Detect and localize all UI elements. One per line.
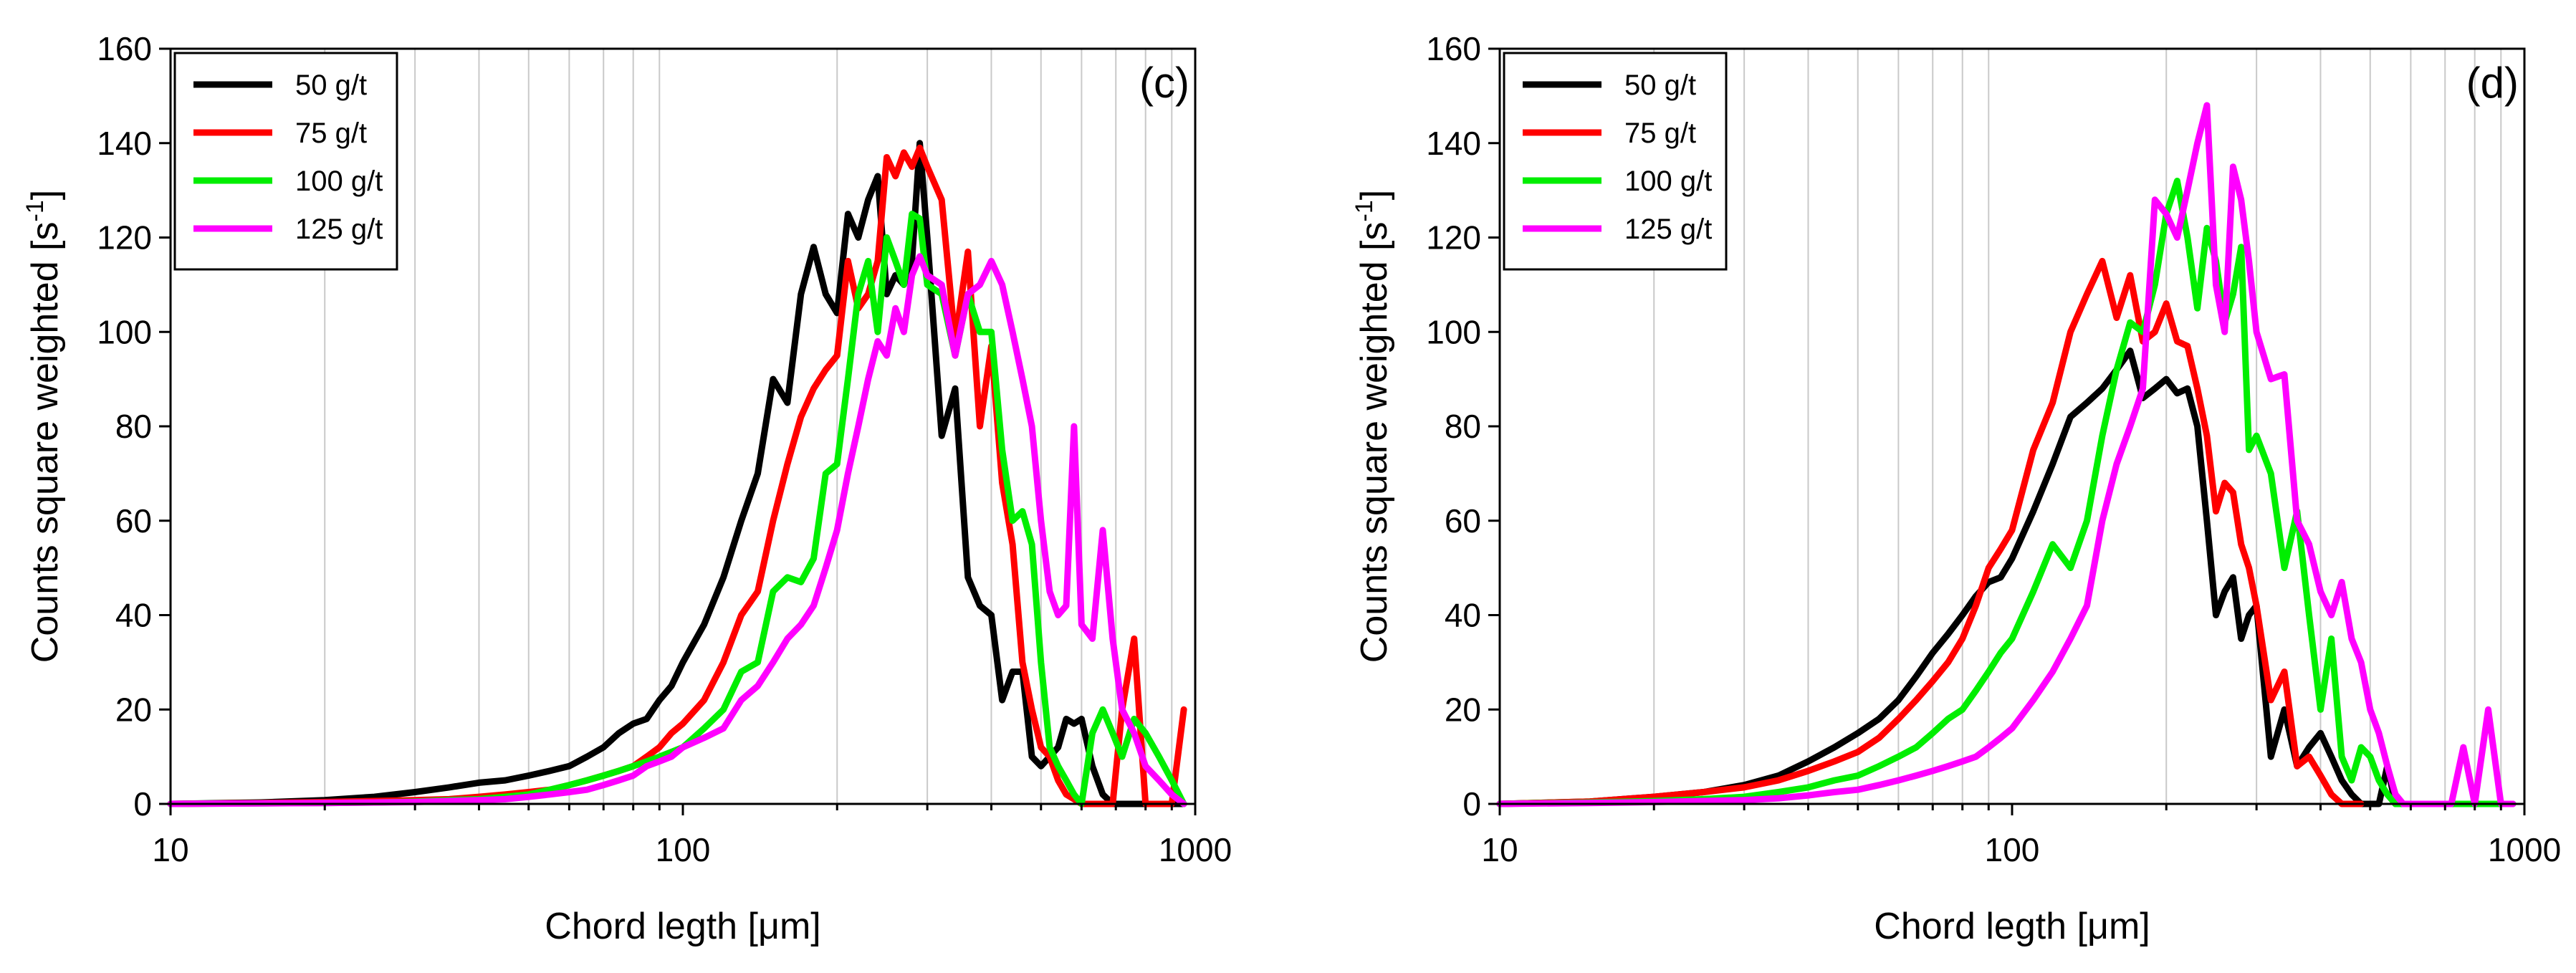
chart-d-legend-label: 100 g/t: [1624, 166, 1712, 197]
chart-c-y-tick-label: 80: [115, 408, 152, 445]
chart-c-series-125-g-t: [167, 253, 1187, 807]
chart-c-svg: 0 20 40 60 80 100 120 140 160 10 100 1000 Chord legt…: [21, 30, 1232, 947]
chart-d-series-50-g-t: [1496, 348, 2407, 807]
chart-d-panel-label: (d): [2466, 59, 2519, 107]
chart-c-legend: [173, 52, 398, 271]
chart-c-y-tick-label: 100: [97, 313, 152, 350]
chart-d-y-tick-label: 100: [1426, 313, 1481, 350]
chart-panel-d: 0 20 40 60 80 100 120 140 160 10 100 1000 Chord legt…: [1288, 0, 2576, 973]
chart-d-x-tick-label: 100: [1985, 831, 2040, 868]
chart-d-legend-label: 125 g/t: [1624, 214, 1712, 245]
chart-d-legend-label: 75 g/t: [1624, 118, 1696, 149]
chart-d-y-tick-label: 60: [1445, 502, 1481, 540]
chart-c-x-tick-label: 10: [152, 831, 188, 868]
chart-c-y-tick-label: 0: [133, 785, 152, 823]
chart-d-y-tick-label: 140: [1426, 125, 1481, 162]
chart-c-y-tick-label: 40: [115, 597, 152, 634]
chart-d-y-tick-label: 80: [1445, 408, 1481, 445]
chart-c-legend-label: 50 g/t: [295, 70, 367, 101]
chart-c-y-tick-label: 60: [115, 502, 152, 540]
chart-d-y-tick-label: 0: [1462, 785, 1481, 823]
chart-c-x-axis-title: Chord legth [μm]: [545, 906, 820, 947]
chart-c-y-axis-title: Counts square weighted [s-1]: [21, 190, 66, 663]
chart-d-x-axis-title: Chord legth [μm]: [1874, 906, 2150, 947]
chart-c-y-tick-label: 120: [97, 219, 152, 257]
chart-d-y-tick-label: 160: [1426, 30, 1481, 67]
chart-d-series-75-g-t: [1496, 257, 2365, 807]
chart-c-legend-label: 75 g/t: [295, 118, 367, 149]
chart-c-legend-label: 125 g/t: [295, 214, 383, 245]
chart-d-y-axis-title: Counts square weighted [s-1]: [1351, 190, 1395, 663]
chart-d-y-tick-label: 120: [1426, 219, 1481, 257]
chart-d-series-100-g-t: [1496, 178, 2517, 807]
chart-d-legend: [1503, 52, 1728, 271]
chart-c-panel-label: (c): [1139, 59, 1189, 107]
chart-d-y-tick-label: 40: [1445, 597, 1481, 634]
chart-c-y-tick-label: 20: [115, 691, 152, 728]
chart-d-legend-label: 50 g/t: [1624, 70, 1696, 101]
chart-c-series-100-g-t: [167, 211, 1187, 807]
chart-d-x-tick-label: 10: [1481, 831, 1518, 868]
chart-d-series-125-g-t: [1496, 102, 2517, 807]
chart-c-y-tick-label: 140: [97, 125, 152, 162]
chart-d-x-tick-label: 1000: [2488, 831, 2561, 868]
chart-d-y-tick-label: 20: [1445, 691, 1481, 728]
chart-d-svg: 0 20 40 60 80 100 120 140 160 10 100 1000 Chord legt…: [1351, 30, 2561, 947]
chart-panel-c: 0 20 40 60 80 100 120 140 160 10 100 1000 Chord legt…: [21, 30, 1232, 947]
chart-c-series-50-g-t: [167, 140, 1187, 807]
chart-c-y-tick-label: 160: [97, 30, 152, 67]
chart-c-x-tick-label: 100: [656, 831, 711, 868]
chart-c-legend-label: 100 g/t: [295, 166, 383, 197]
chart-c-x-tick-label: 1000: [1159, 831, 1232, 868]
